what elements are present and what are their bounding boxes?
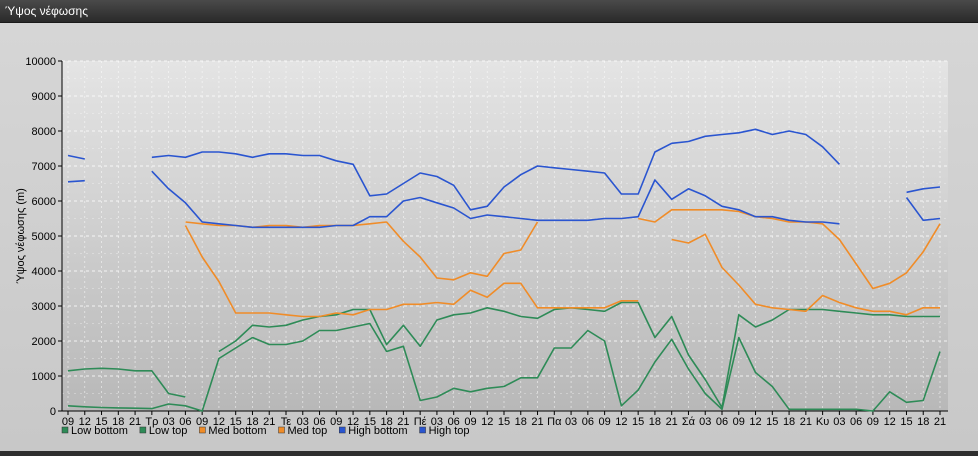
x-tick-label: 06 bbox=[448, 416, 460, 428]
y-tick-label: 6000 bbox=[32, 196, 56, 208]
x-tick-label: 15 bbox=[364, 416, 376, 428]
x-tick-label: 03 bbox=[833, 416, 845, 428]
y-tick-label: 8000 bbox=[32, 126, 56, 138]
x-tick-label: 21 bbox=[531, 416, 543, 428]
x-tick-label: 03 bbox=[297, 416, 309, 428]
x-tick-label: 12 bbox=[481, 416, 493, 428]
x-tick-label: 18 bbox=[515, 416, 527, 428]
x-tick-label: 21 bbox=[934, 416, 946, 428]
chart-area: 0 1000 2000 3000 4000 5000 6000 7000 8000 9000 100… bbox=[0, 22, 978, 451]
grid bbox=[62, 60, 948, 412]
y-tick-label: 5000 bbox=[32, 231, 56, 243]
legend: Low bottom Low top Med bottom Med top High b… bbox=[61, 425, 470, 437]
legend-swatch-low-bottom bbox=[61, 426, 69, 434]
x-tick-label: 03 bbox=[162, 416, 174, 428]
x-tick-label: 06 bbox=[582, 416, 594, 428]
legend-label-med-top: Med top bbox=[288, 425, 328, 437]
x-tick-label: 21 bbox=[397, 416, 409, 428]
series-group bbox=[67, 128, 941, 412]
x-tick-label: 03 bbox=[431, 416, 443, 428]
y-tick-label: 2000 bbox=[32, 336, 56, 348]
x-tick-label: Τε bbox=[281, 416, 292, 428]
x-tick-label: 12 bbox=[884, 416, 896, 428]
x-tick-label: 21 bbox=[666, 416, 678, 428]
x-tick-label: 12 bbox=[347, 416, 359, 428]
legend-label-high-top: High top bbox=[429, 425, 470, 437]
x-tick-label: 03 bbox=[699, 416, 711, 428]
series-line-high-bottom bbox=[151, 170, 941, 229]
x-tick-label: 15 bbox=[230, 416, 242, 428]
legend-swatch-high-bottom bbox=[339, 426, 346, 434]
y-tick-label: 0 bbox=[50, 406, 56, 418]
x-tick-label: Πέ bbox=[414, 416, 427, 428]
x-tick-label: 06 bbox=[850, 416, 862, 428]
x-tick-label: 06 bbox=[179, 416, 191, 428]
x-tick-label: 18 bbox=[649, 416, 661, 428]
window-title: Ύψος νέφωσης bbox=[5, 4, 88, 18]
y-tick-label: 9000 bbox=[32, 91, 56, 103]
legend-swatch-low-top bbox=[139, 426, 147, 434]
series-line-high-top bbox=[67, 128, 941, 211]
x-tick-label: Πα bbox=[547, 416, 562, 428]
x-tick-label: 15 bbox=[498, 416, 510, 428]
x-tick-label: Κυ bbox=[816, 416, 829, 428]
x-tick-label: 15 bbox=[900, 416, 912, 428]
x-tick-label: 18 bbox=[112, 416, 124, 428]
y-tick-label: 4000 bbox=[32, 266, 56, 278]
legend-label-med-bottom: Med bottom bbox=[208, 425, 266, 437]
x-tick-label: 12 bbox=[79, 416, 91, 428]
x-tick-label: 21 bbox=[129, 416, 141, 428]
axes: 0 1000 2000 3000 4000 5000 6000 7000 8000 9000 100… bbox=[25, 56, 948, 428]
x-tick-label: Τρ bbox=[145, 416, 158, 428]
x-tick-label: 15 bbox=[632, 416, 644, 428]
x-tick-label: 09 bbox=[733, 416, 745, 428]
x-tick-label: 09 bbox=[598, 416, 610, 428]
legend-label-low-bottom: Low bottom bbox=[71, 425, 128, 437]
x-tick-label: 09 bbox=[196, 416, 208, 428]
x-tick-label: 18 bbox=[380, 416, 392, 428]
y-tick-label: 10000 bbox=[25, 56, 56, 68]
window-titlebar: Ύψος νέφωσης bbox=[0, 0, 978, 22]
legend-label-low-top: Low top bbox=[149, 425, 188, 437]
x-tick-label: Σά bbox=[682, 416, 696, 428]
y-axis-label: Ύψος νέφωσης (m) bbox=[15, 188, 27, 284]
x-tick-label: 09 bbox=[867, 416, 879, 428]
series-line-low-bottom bbox=[67, 322, 941, 412]
series-line-high-segment bbox=[67, 179, 85, 183]
x-tick-label: 15 bbox=[95, 416, 107, 428]
x-tick-label: 18 bbox=[246, 416, 258, 428]
series-line-med-bottom bbox=[184, 225, 940, 318]
x-tick-label: 06 bbox=[313, 416, 325, 428]
x-tick-label: 09 bbox=[62, 416, 74, 428]
x-tick-label: 06 bbox=[716, 416, 728, 428]
x-tick-label: 12 bbox=[213, 416, 225, 428]
x-tick-label: 12 bbox=[749, 416, 761, 428]
x-tick-label: 18 bbox=[917, 416, 929, 428]
cloud-height-chart: 0 1000 2000 3000 4000 5000 6000 7000 8000 9000 100… bbox=[15, 56, 948, 437]
y-tick-label: 1000 bbox=[32, 371, 56, 383]
legend-swatch-high-top bbox=[419, 426, 426, 434]
y-tick-label: 3000 bbox=[32, 301, 56, 313]
legend-swatch-med-top bbox=[278, 426, 285, 434]
x-tick-label: 09 bbox=[464, 416, 476, 428]
x-tick-label: 03 bbox=[565, 416, 577, 428]
x-tick-label: 18 bbox=[783, 416, 795, 428]
x-tick-label: 12 bbox=[615, 416, 627, 428]
y-tick-label: 7000 bbox=[32, 161, 56, 173]
legend-label-high-bottom: High bottom bbox=[348, 425, 407, 437]
legend-swatch-med-bottom bbox=[199, 426, 206, 434]
x-tick-label: 21 bbox=[800, 416, 812, 428]
x-tick-label: 15 bbox=[766, 416, 778, 428]
x-tick-label: 21 bbox=[263, 416, 275, 428]
x-tick-label: 09 bbox=[330, 416, 342, 428]
